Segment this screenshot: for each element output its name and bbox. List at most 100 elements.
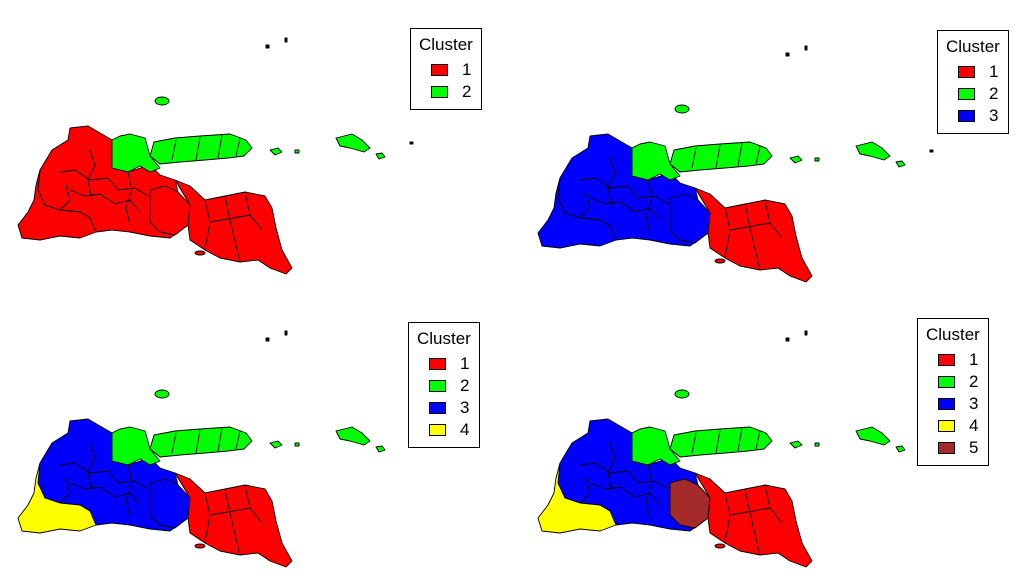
region-east [174,472,293,568]
island-small-1 [789,155,803,164]
legend-swatch [958,88,975,100]
island-kangean [335,133,371,153]
legend-swatch [938,376,955,388]
island-bawean [154,389,170,399]
legend-swatch [938,398,955,410]
legend-label: 4 [460,420,470,439]
island-dot-2 [804,45,808,51]
legend-title: Cluster [946,37,1000,56]
legend-label: 3 [460,398,470,417]
island-small-1 [269,440,283,449]
region-north-centre [631,141,681,181]
legend-title: Cluster [417,329,471,348]
island-dot-2 [284,330,288,336]
island-nusa-barung [714,543,726,549]
region-north-centre [111,426,161,466]
island-small-2 [895,445,906,453]
island-bawean [674,104,690,114]
legend-label: 1 [969,350,979,369]
legend-swatch [429,424,446,436]
legend-item: 2 [946,83,1000,105]
region-east [694,187,813,283]
island-dot-3 [814,442,820,447]
island-nusa-barung [714,258,726,264]
legend-item: 3 [926,393,980,415]
legend-item: 2 [419,81,473,103]
region-southwest [537,462,617,534]
island-bawean [154,96,170,106]
legend-item: 4 [926,415,980,437]
legend-swatch [429,380,446,392]
region-east [694,472,813,568]
legend-item: 3 [417,397,471,419]
region-southwest [17,462,97,534]
java-timur-map [17,330,414,568]
legend-label: 2 [462,82,472,101]
island-kangean [335,426,371,446]
legend-label: 5 [969,438,979,457]
legend-swatch [429,358,446,370]
legend-label: 1 [462,60,472,79]
island-dot-4 [929,149,934,153]
legend-label: 2 [460,376,470,395]
legend-label: 2 [989,84,999,103]
legend-swatch [958,110,975,122]
island-dot-1 [785,337,790,342]
legend-item: 1 [419,59,473,81]
island-small-1 [269,147,283,156]
island-dot-1 [265,44,270,49]
legend-swatch [938,354,955,366]
island-kangean [855,426,891,446]
legend-swatch [958,66,975,78]
legend-label: 1 [989,62,999,81]
island-dot-2 [804,330,808,336]
region-north-centre [631,426,681,466]
island-small-1 [789,440,803,449]
legend-item: 1 [946,61,1000,83]
legend-box: Cluster 1 2 3 4 [408,322,480,448]
legend-title: Cluster [926,325,980,344]
island-dot-2 [284,37,288,43]
legend-label: 3 [969,394,979,413]
island-small-2 [895,160,906,168]
legend-swatch [431,86,448,98]
legend-label: 1 [460,354,470,373]
region-southwest [537,177,617,249]
region-north-centre [111,133,161,173]
district-boundaries [59,134,263,263]
island-dot-3 [294,442,300,447]
legend-item: 1 [926,349,980,371]
legend-swatch [431,64,448,76]
region-southwest [17,169,97,241]
legend-swatch [429,402,446,414]
java-timur-map [537,330,934,568]
legend-title: Cluster [419,35,473,54]
legend-label: 2 [969,372,979,391]
region-north-madura [669,426,773,458]
legend-swatch [938,442,955,454]
district-boundaries [579,427,783,556]
island-nusa-barung [194,543,206,549]
island-dot-1 [785,52,790,57]
legend-box: Cluster 1 2 3 [937,30,1009,134]
java-timur-map [17,37,414,275]
island-kangean [855,141,891,161]
legend-items: 1 2 3 4 [417,353,471,441]
legend-swatch [938,420,955,432]
island-dot-4 [409,141,414,145]
legend-item: 1 [417,353,471,375]
island-nusa-barung [194,250,206,256]
legend-label: 3 [989,106,999,125]
island-dot-1 [265,337,270,342]
legend-label: 4 [969,416,979,435]
legend-item: 3 [946,105,1000,127]
legend-items: 1 2 3 [946,61,1000,127]
island-small-2 [375,152,386,160]
island-dot-3 [294,149,300,154]
district-boundaries [59,427,263,556]
